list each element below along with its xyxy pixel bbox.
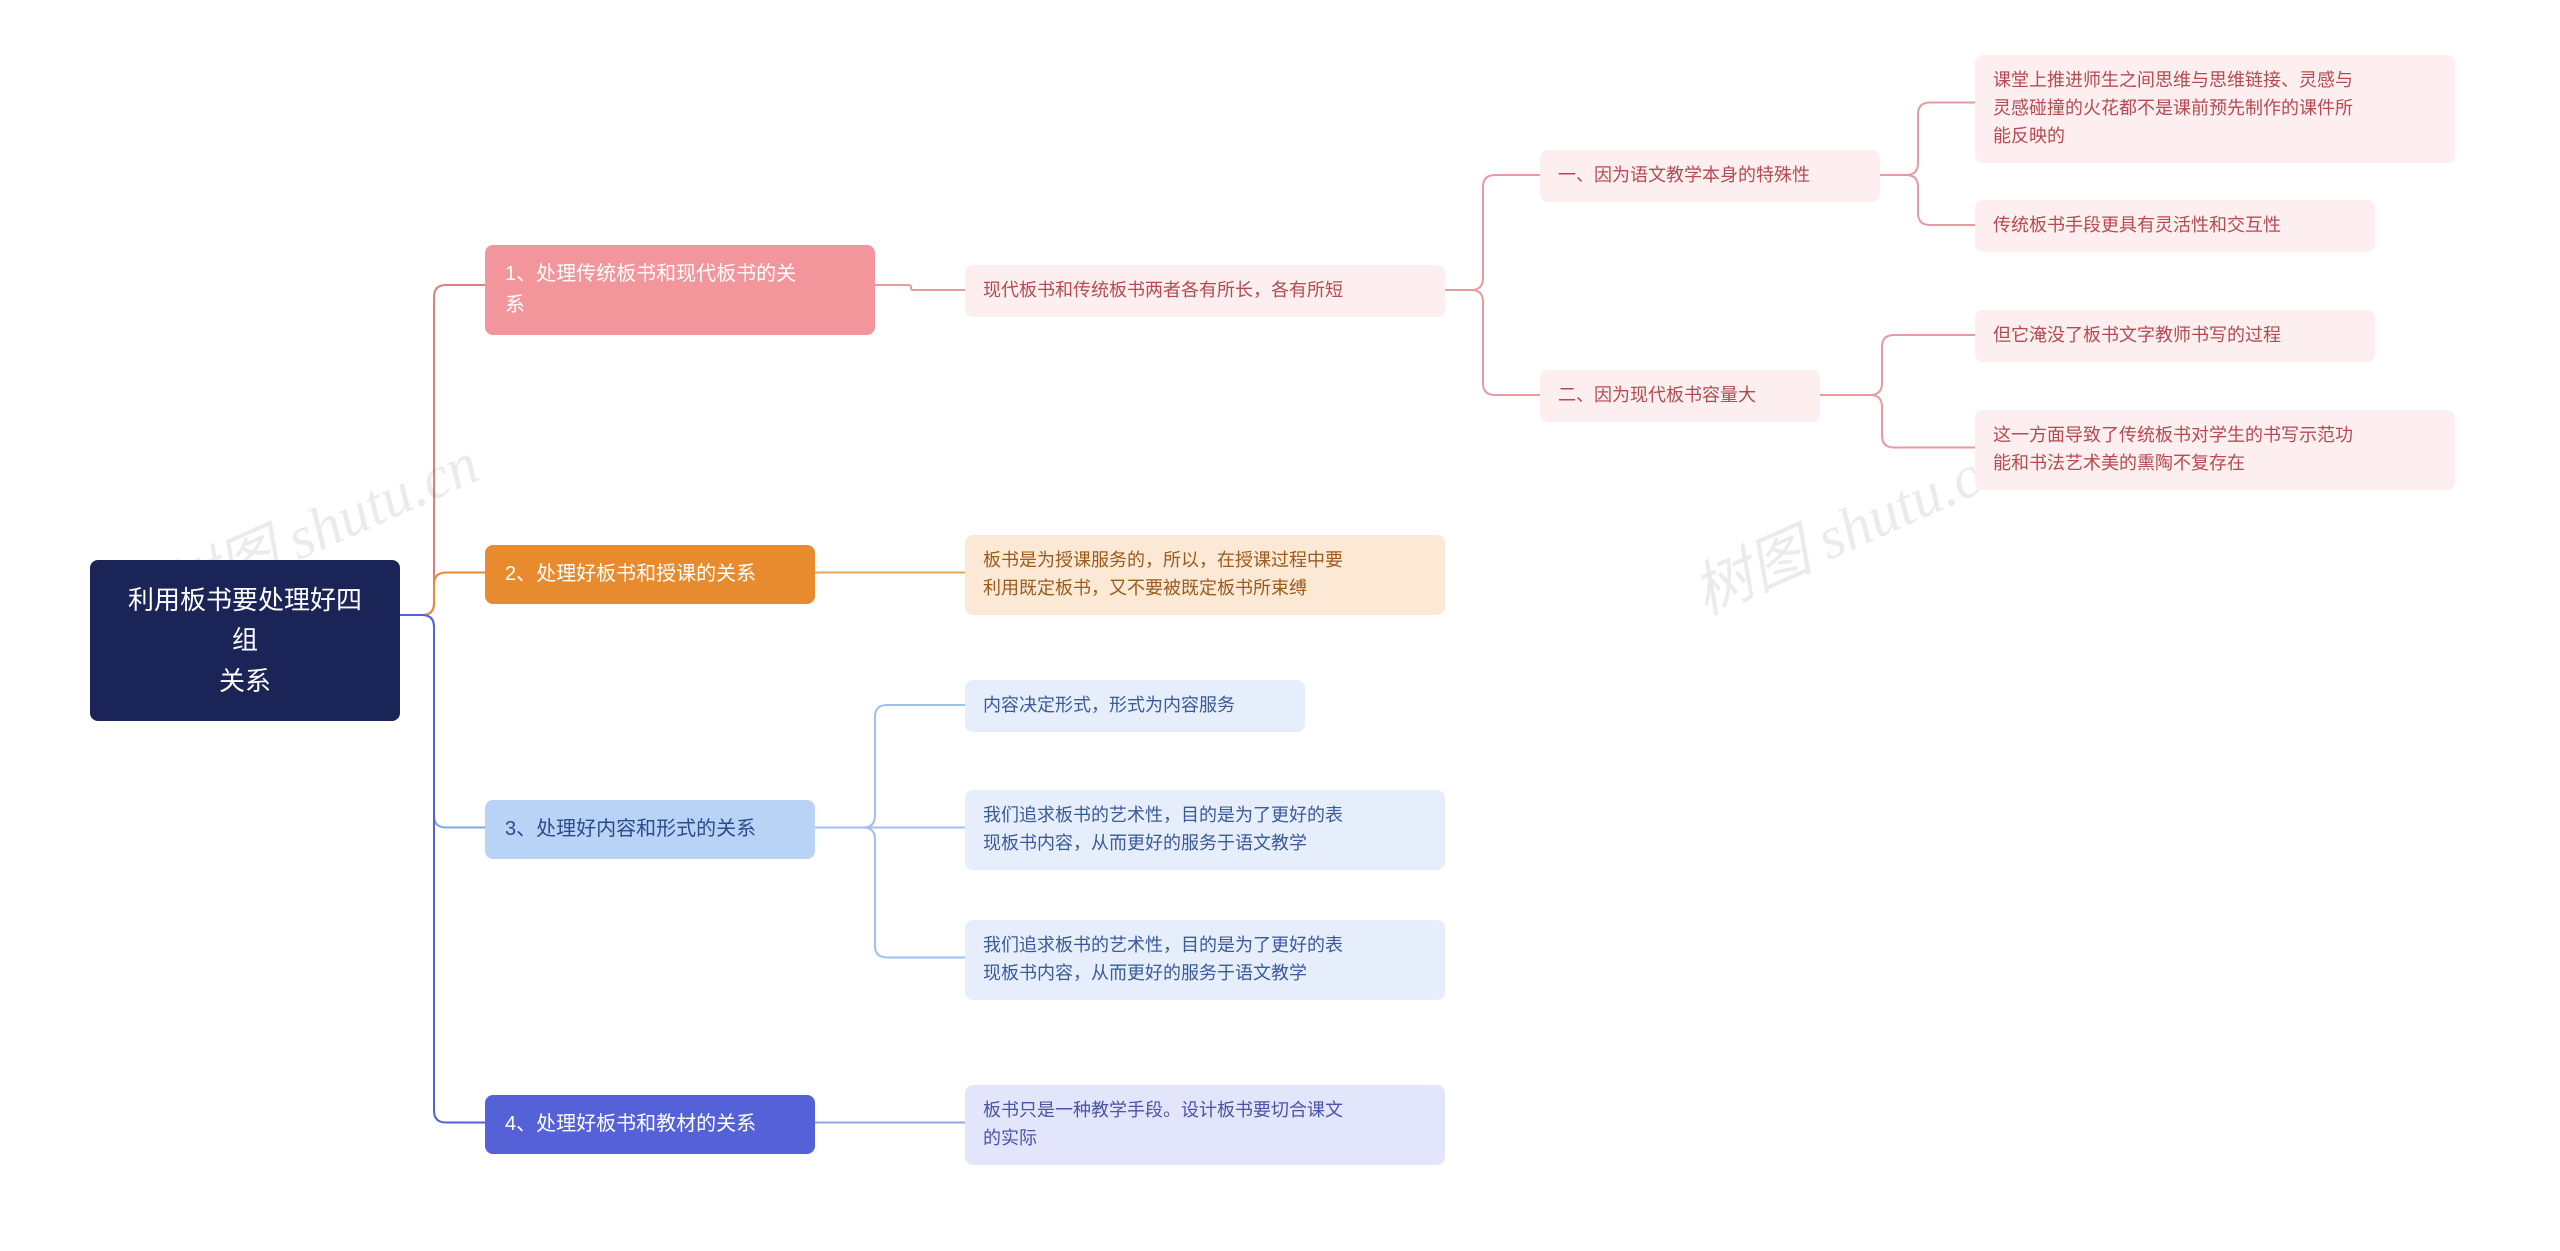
connector: [815, 705, 965, 828]
root-node: 利用板书要处理好四组 关系: [90, 560, 400, 721]
b1c1a2-label: 传统板书手段更具有灵活性和交互性: [1993, 212, 2281, 240]
connector: [400, 285, 485, 615]
b1c1a-node: 一、因为语文教学本身的特殊性: [1540, 150, 1880, 202]
b1c1a2-node: 传统板书手段更具有灵活性和交互性: [1975, 200, 2375, 252]
b1c1a1-node: 课堂上推进师生之间思维与思维链接、灵感与 灵感碰撞的火花都不是课前预先制作的课件…: [1975, 55, 2455, 163]
b3c3-label: 我们追求板书的艺术性，目的是为了更好的表 现板书内容，从而更好的服务于语文教学: [983, 932, 1343, 988]
root-label: 利用板书要处理好四组 关系: [118, 580, 372, 701]
b1c1a1-label: 课堂上推进师生之间思维与思维链接、灵感与 灵感碰撞的火花都不是课前预先制作的课件…: [1993, 67, 2353, 151]
connector: [400, 615, 485, 828]
b1c1b1-node: 但它淹没了板书文字教师书写的过程: [1975, 310, 2375, 362]
connector: [1880, 103, 1975, 176]
b1-node: 1、处理传统板书和现代板书的关 系: [485, 245, 875, 335]
b3c2-label: 我们追求板书的艺术性，目的是为了更好的表 现板书内容，从而更好的服务于语文教学: [983, 802, 1343, 858]
connector: [400, 615, 485, 1123]
b3-node: 3、处理好内容和形式的关系: [485, 800, 815, 859]
watermark: 树图 shutu.cn: [1677, 415, 2020, 631]
b1c1b1-label: 但它淹没了板书文字教师书写的过程: [1993, 322, 2281, 350]
b3c3-node: 我们追求板书的艺术性，目的是为了更好的表 现板书内容，从而更好的服务于语文教学: [965, 920, 1445, 1000]
b1c1b-label: 二、因为现代板书容量大: [1558, 382, 1756, 410]
b2-label: 2、处理好板书和授课的关系: [505, 559, 756, 590]
connector: [400, 573, 485, 616]
b1-label: 1、处理传统板书和现代板书的关 系: [505, 259, 796, 321]
b3c1-label: 内容决定形式，形式为内容服务: [983, 692, 1235, 720]
b3-label: 3、处理好内容和形式的关系: [505, 814, 756, 845]
connector: [1820, 395, 1975, 448]
b4c1-node: 板书只是一种教学手段。设计板书要切合课文 的实际: [965, 1085, 1445, 1165]
b1c1b2-node: 这一方面导致了传统板书对学生的书写示范功 能和书法艺术美的熏陶不复存在: [1975, 410, 2455, 490]
b1c1b-node: 二、因为现代板书容量大: [1540, 370, 1820, 422]
connector: [1445, 175, 1540, 290]
connector: [875, 285, 965, 290]
b4-label: 4、处理好板书和教材的关系: [505, 1109, 756, 1140]
b4-node: 4、处理好板书和教材的关系: [485, 1095, 815, 1154]
b3c2-node: 我们追求板书的艺术性，目的是为了更好的表 现板书内容，从而更好的服务于语文教学: [965, 790, 1445, 870]
connector: [1820, 335, 1975, 395]
connector: [1445, 290, 1540, 395]
b1c1-label: 现代板书和传统板书两者各有所长，各有所短: [983, 277, 1343, 305]
b1c1b2-label: 这一方面导致了传统板书对学生的书写示范功 能和书法艺术美的熏陶不复存在: [1993, 422, 2353, 478]
b2c1-node: 板书是为授课服务的，所以，在授课过程中要 利用既定板书，又不要被既定板书所束缚: [965, 535, 1445, 615]
b2-node: 2、处理好板书和授课的关系: [485, 545, 815, 604]
connector: [1880, 175, 1975, 225]
connector: [815, 828, 965, 958]
b1c1a-label: 一、因为语文教学本身的特殊性: [1558, 162, 1810, 190]
b3c1-node: 内容决定形式，形式为内容服务: [965, 680, 1305, 732]
b1c1-node: 现代板书和传统板书两者各有所长，各有所短: [965, 265, 1445, 317]
b4c1-label: 板书只是一种教学手段。设计板书要切合课文 的实际: [983, 1097, 1343, 1153]
b2c1-label: 板书是为授课服务的，所以，在授课过程中要 利用既定板书，又不要被既定板书所束缚: [983, 547, 1343, 603]
